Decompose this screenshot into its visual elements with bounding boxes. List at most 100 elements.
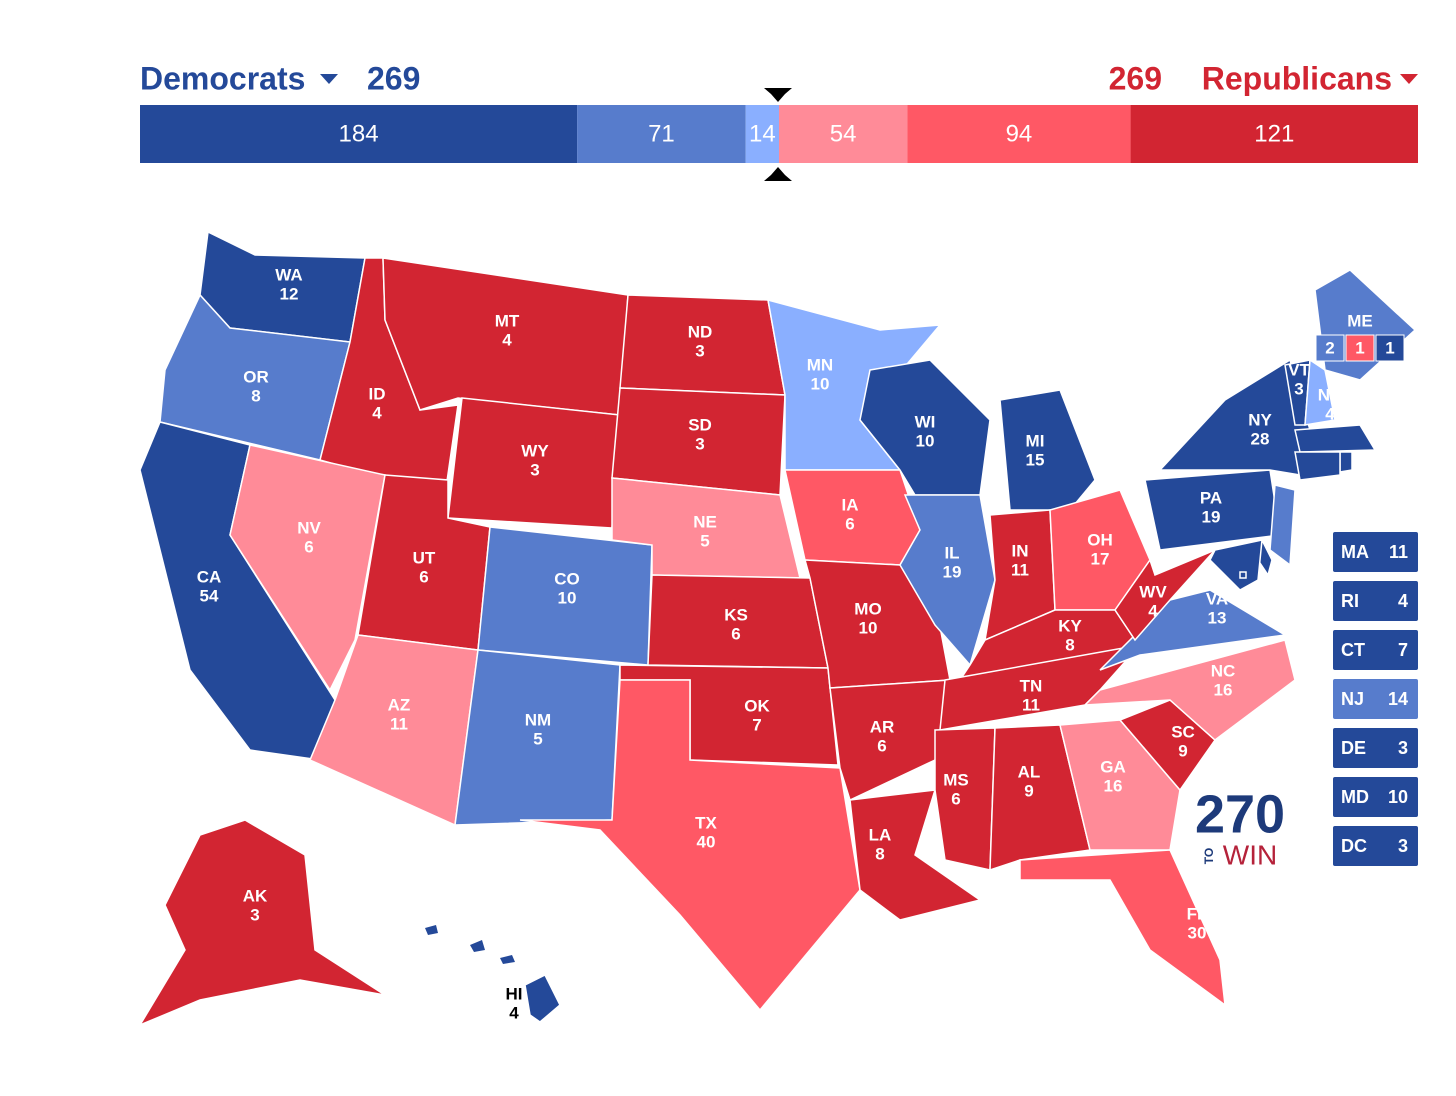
state-votes: 6 xyxy=(845,514,854,533)
state-label: AR xyxy=(870,717,895,736)
state-label: NC xyxy=(1211,661,1236,680)
bar-segment-label: 121 xyxy=(1254,120,1294,147)
state-label: KY xyxy=(1058,616,1082,635)
state xyxy=(989,724,1091,872)
state-label: TX xyxy=(695,813,717,832)
state xyxy=(1209,539,1263,591)
state-votes: 3 xyxy=(1398,836,1408,856)
state-votes: 10 xyxy=(916,431,935,450)
map: WA12OR8CA54ID4NV6MT4WY3UT6AZ11CO10NM5ND3… xyxy=(138,230,1418,1027)
state-label: GA xyxy=(1100,757,1126,776)
state-votes: 8 xyxy=(875,844,884,863)
state-votes: 3 xyxy=(1294,379,1303,398)
state-label: MN xyxy=(807,355,833,374)
state-label: AZ xyxy=(388,695,411,714)
district-box xyxy=(1375,334,1405,362)
state-votes: 6 xyxy=(304,537,313,556)
state-label: WV xyxy=(1139,582,1167,601)
state-votes: 9 xyxy=(1178,741,1187,760)
state-votes: 6 xyxy=(731,624,740,643)
state-label: IL xyxy=(944,543,959,562)
state-votes: 16 xyxy=(1214,680,1233,699)
state-label: MS xyxy=(943,770,969,789)
state xyxy=(229,444,386,692)
state xyxy=(1019,849,1226,1007)
state xyxy=(1269,484,1296,567)
state-box xyxy=(1333,728,1418,768)
state-votes: 19 xyxy=(1202,507,1221,526)
bar-segment-label: 184 xyxy=(339,120,379,147)
rep-label[interactable]: Republicans xyxy=(1202,60,1392,96)
state-label: OH xyxy=(1087,530,1113,549)
bar-segment xyxy=(779,105,908,163)
state-label: CO xyxy=(554,569,580,588)
dem-total: 269 xyxy=(367,60,420,96)
state-label: NM xyxy=(525,710,551,729)
state-votes: 15 xyxy=(1026,450,1045,469)
state xyxy=(309,634,479,827)
state-votes: 28 xyxy=(1251,429,1270,448)
logo-win: WIN xyxy=(1223,839,1277,870)
state-label: SD xyxy=(688,415,712,434)
state xyxy=(1059,719,1181,851)
state xyxy=(1339,451,1353,473)
state-label: AL xyxy=(1018,762,1041,781)
state-label: KS xyxy=(724,605,748,624)
state-votes: 4 xyxy=(509,1003,519,1022)
state-label: UT xyxy=(413,548,436,567)
state-votes: 4 xyxy=(1325,404,1335,423)
state-label: LA xyxy=(869,825,892,844)
state xyxy=(1083,639,1296,741)
state-votes: 6 xyxy=(951,789,960,808)
state-label: IA xyxy=(842,495,859,514)
state-votes: 11 xyxy=(1389,542,1408,562)
bar-segment-label: 14 xyxy=(749,120,776,147)
state-votes: 8 xyxy=(1065,635,1074,654)
state-votes: 30 xyxy=(1188,923,1207,942)
state-label: AK xyxy=(243,886,268,905)
state-votes: 54 xyxy=(200,586,219,605)
state-votes: 10 xyxy=(1388,787,1408,807)
state-votes: 4 xyxy=(1398,591,1408,611)
bar-segment xyxy=(577,105,746,163)
state-votes: 4 xyxy=(1148,601,1158,620)
state-label: NY xyxy=(1248,410,1272,429)
state-votes: 3 xyxy=(250,905,259,924)
state-label: WA xyxy=(275,265,302,284)
state-label: ND xyxy=(688,322,713,341)
midpoint-marker xyxy=(764,167,792,181)
state-label: VA xyxy=(1206,589,1228,608)
bar-segment-label: 71 xyxy=(648,120,675,147)
dropdown-arrow[interactable] xyxy=(1400,74,1418,84)
island xyxy=(425,925,438,935)
state-label: OK xyxy=(744,696,770,715)
bar-segment-label: 94 xyxy=(1006,120,1033,147)
district-box xyxy=(1345,334,1375,362)
state-label: DE xyxy=(1341,738,1366,758)
state-label: HI xyxy=(506,984,523,1003)
district-votes: 1 xyxy=(1385,338,1394,357)
state-label: NH xyxy=(1318,385,1343,404)
state-votes: 6 xyxy=(419,567,428,586)
state-label: DC xyxy=(1341,836,1367,856)
state-votes: 4 xyxy=(502,330,512,349)
state-votes: 19 xyxy=(943,562,962,581)
state xyxy=(1294,424,1377,453)
state-label: OR xyxy=(243,367,269,386)
dropdown-arrow[interactable] xyxy=(320,74,338,84)
state xyxy=(934,727,996,871)
state-votes: 5 xyxy=(700,531,709,550)
state xyxy=(899,494,996,667)
bar-segment xyxy=(1130,105,1418,163)
state-votes: 11 xyxy=(1011,560,1029,579)
dem-label[interactable]: Democrats xyxy=(140,60,305,96)
state xyxy=(1294,451,1341,481)
state-label: MT xyxy=(495,311,520,330)
state-votes: 4 xyxy=(372,403,382,422)
state-label: MO xyxy=(854,599,881,618)
state-label: NJ xyxy=(1341,689,1364,709)
state-label: CT xyxy=(1341,640,1365,660)
bar-segment-label: 54 xyxy=(830,120,857,147)
